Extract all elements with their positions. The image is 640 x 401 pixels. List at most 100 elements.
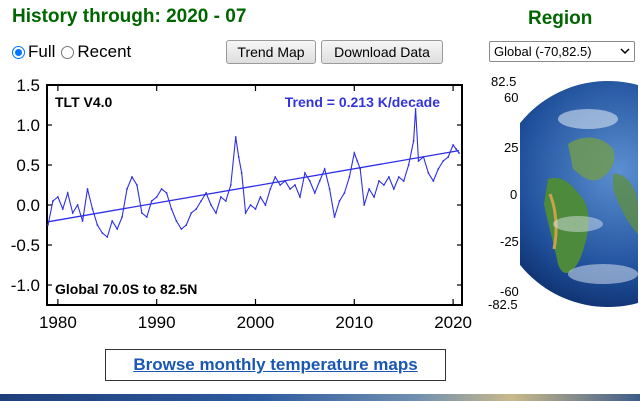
data-point [414, 108, 417, 110]
data-point [353, 152, 356, 154]
data-point [106, 236, 109, 238]
data-point [417, 160, 420, 162]
data-point [356, 160, 359, 162]
data-point [447, 156, 450, 158]
region-globe-map[interactable]: 82.560 25 0 -25 -60-82.5 [488, 74, 638, 314]
land-north-america [568, 137, 615, 181]
browse-maps-link[interactable]: Browse monthly temperature maps [133, 355, 418, 374]
x-tick-label: 1980 [39, 313, 77, 332]
data-point [126, 188, 128, 190]
radio-recent[interactable]: Recent [61, 42, 131, 62]
data-point [452, 144, 455, 146]
data-point [121, 216, 123, 218]
download-data-button[interactable]: Download Data [321, 40, 443, 64]
latitude-label: 25 [504, 140, 518, 155]
y-tick-label: -1.0 [11, 276, 40, 295]
data-point [458, 152, 460, 154]
data-point [294, 184, 296, 186]
data-point [299, 196, 301, 198]
data-point [185, 224, 188, 226]
data-point [81, 220, 84, 222]
data-point [279, 184, 282, 186]
trend-line [47, 149, 460, 223]
data-point [52, 200, 54, 202]
data-point [190, 212, 193, 214]
data-point [269, 188, 272, 190]
data-point [432, 180, 435, 182]
dataset-label: TLT V4.0 [55, 94, 113, 110]
data-point [145, 216, 148, 218]
period-radio-group: Full Recent [12, 42, 137, 62]
data-point [140, 212, 143, 214]
land-south-america [544, 177, 589, 274]
data-point [323, 168, 326, 170]
footer-bar [0, 394, 640, 401]
x-tick-label: 2020 [434, 313, 472, 332]
data-point [427, 172, 430, 174]
x-tick-label: 2010 [335, 313, 373, 332]
data-point [61, 208, 64, 210]
series-line [47, 108, 460, 238]
data-point [333, 216, 336, 218]
data-point [180, 228, 183, 230]
x-tick-label: 2000 [237, 313, 275, 332]
data-point [308, 180, 311, 182]
region-title: Region [528, 8, 593, 29]
data-point [210, 204, 212, 206]
radio-full-label[interactable]: Full [28, 42, 56, 61]
radio-recent-indicator[interactable] [61, 45, 75, 59]
data-point [274, 176, 277, 178]
data-point [249, 204, 252, 206]
data-point [220, 196, 222, 198]
region-select[interactable]: Global (-70,82.5) [489, 41, 635, 62]
data-point [205, 192, 207, 194]
data-point [392, 188, 395, 190]
data-point [383, 184, 385, 186]
latitude-label: -25 [500, 234, 519, 249]
data-point [195, 208, 198, 210]
data-point [338, 200, 341, 202]
cloud-band-1 [558, 109, 618, 129]
trend-map-button[interactable]: Trend Map [226, 40, 316, 64]
browse-box: Browse monthly temperature maps [105, 349, 446, 381]
data-point [348, 176, 351, 178]
region-label: Global 70.0S to 82.5N [55, 281, 197, 297]
y-tick-label: 1.0 [16, 116, 40, 135]
radio-recent-label[interactable]: Recent [77, 42, 132, 61]
data-point [131, 176, 133, 178]
data-point [264, 204, 267, 206]
x-tick-label: 1990 [138, 313, 176, 332]
y-tick-label: 0.0 [16, 196, 40, 215]
data-point [259, 196, 262, 198]
data-point [455, 148, 457, 150]
data-point [368, 188, 371, 190]
data-point [363, 204, 366, 206]
data-point [343, 192, 346, 194]
latitude-label: 82.5 [491, 74, 516, 89]
y-tick-label: 1.5 [16, 76, 40, 95]
data-point [224, 200, 227, 202]
data-point [76, 204, 79, 206]
data-point [56, 196, 59, 198]
trend-label: Trend = 0.213 K/decade [285, 94, 440, 110]
data-point [47, 224, 49, 226]
radio-full-indicator[interactable] [12, 45, 25, 59]
data-point [234, 136, 237, 138]
data-point [86, 188, 89, 190]
globe-shape [520, 81, 638, 307]
data-point [150, 200, 153, 202]
radio-full[interactable]: Full [12, 42, 55, 62]
latitude-label: -82.5 [488, 297, 518, 312]
data-point [373, 196, 375, 198]
data-point [289, 188, 291, 190]
temperature-chart: -1.0 -0.5 0.0 0.5 1.0 1.5 1980 1990 2000 2010 2020… [11, 76, 472, 332]
latitude-label: -60 [500, 284, 519, 299]
y-tick-label: -0.5 [11, 236, 40, 255]
latitude-label: 0 [510, 187, 517, 202]
data-point [160, 188, 163, 190]
data-point [437, 168, 440, 170]
data-point [215, 212, 217, 214]
data-point [111, 220, 114, 222]
data-point [96, 224, 99, 226]
data-point [397, 176, 400, 178]
